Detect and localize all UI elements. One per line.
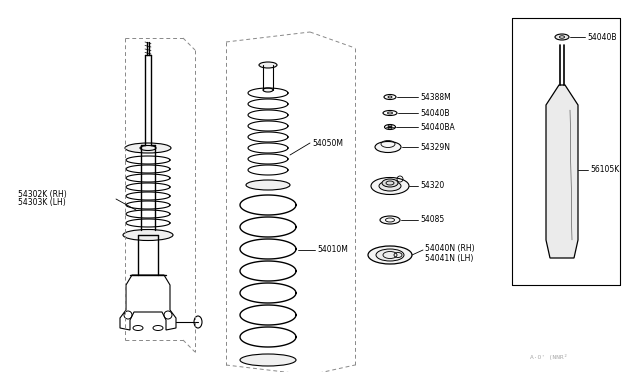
- Ellipse shape: [259, 62, 277, 68]
- Ellipse shape: [382, 179, 398, 187]
- Ellipse shape: [376, 249, 404, 261]
- Text: 54085: 54085: [420, 215, 444, 224]
- Ellipse shape: [380, 216, 400, 224]
- Text: 54320: 54320: [420, 182, 444, 190]
- Text: 54302K (RH): 54302K (RH): [18, 190, 67, 199]
- Ellipse shape: [263, 88, 273, 92]
- Text: 54040N (RH): 54040N (RH): [425, 244, 475, 253]
- Text: 54010M: 54010M: [317, 246, 348, 254]
- Text: A·O' (NNR²: A·O' (NNR²: [530, 354, 568, 360]
- Text: 54329N: 54329N: [420, 142, 450, 151]
- Ellipse shape: [123, 230, 173, 241]
- Ellipse shape: [371, 177, 409, 195]
- Ellipse shape: [379, 181, 401, 191]
- Text: 54388M: 54388M: [420, 93, 451, 102]
- Text: 56105K: 56105K: [590, 166, 620, 174]
- Text: 54041N (LH): 54041N (LH): [425, 254, 474, 263]
- Ellipse shape: [125, 143, 171, 153]
- Text: 54303K (LH): 54303K (LH): [18, 199, 66, 208]
- Text: 54040B: 54040B: [420, 109, 449, 118]
- Ellipse shape: [375, 141, 401, 153]
- Ellipse shape: [555, 34, 569, 40]
- Ellipse shape: [246, 180, 290, 190]
- Text: 54040B: 54040B: [587, 32, 616, 42]
- Ellipse shape: [240, 354, 296, 366]
- Text: 54050M: 54050M: [312, 138, 343, 148]
- Ellipse shape: [368, 246, 412, 264]
- Polygon shape: [546, 85, 578, 258]
- Text: 54040BA: 54040BA: [420, 122, 455, 131]
- Ellipse shape: [140, 145, 156, 151]
